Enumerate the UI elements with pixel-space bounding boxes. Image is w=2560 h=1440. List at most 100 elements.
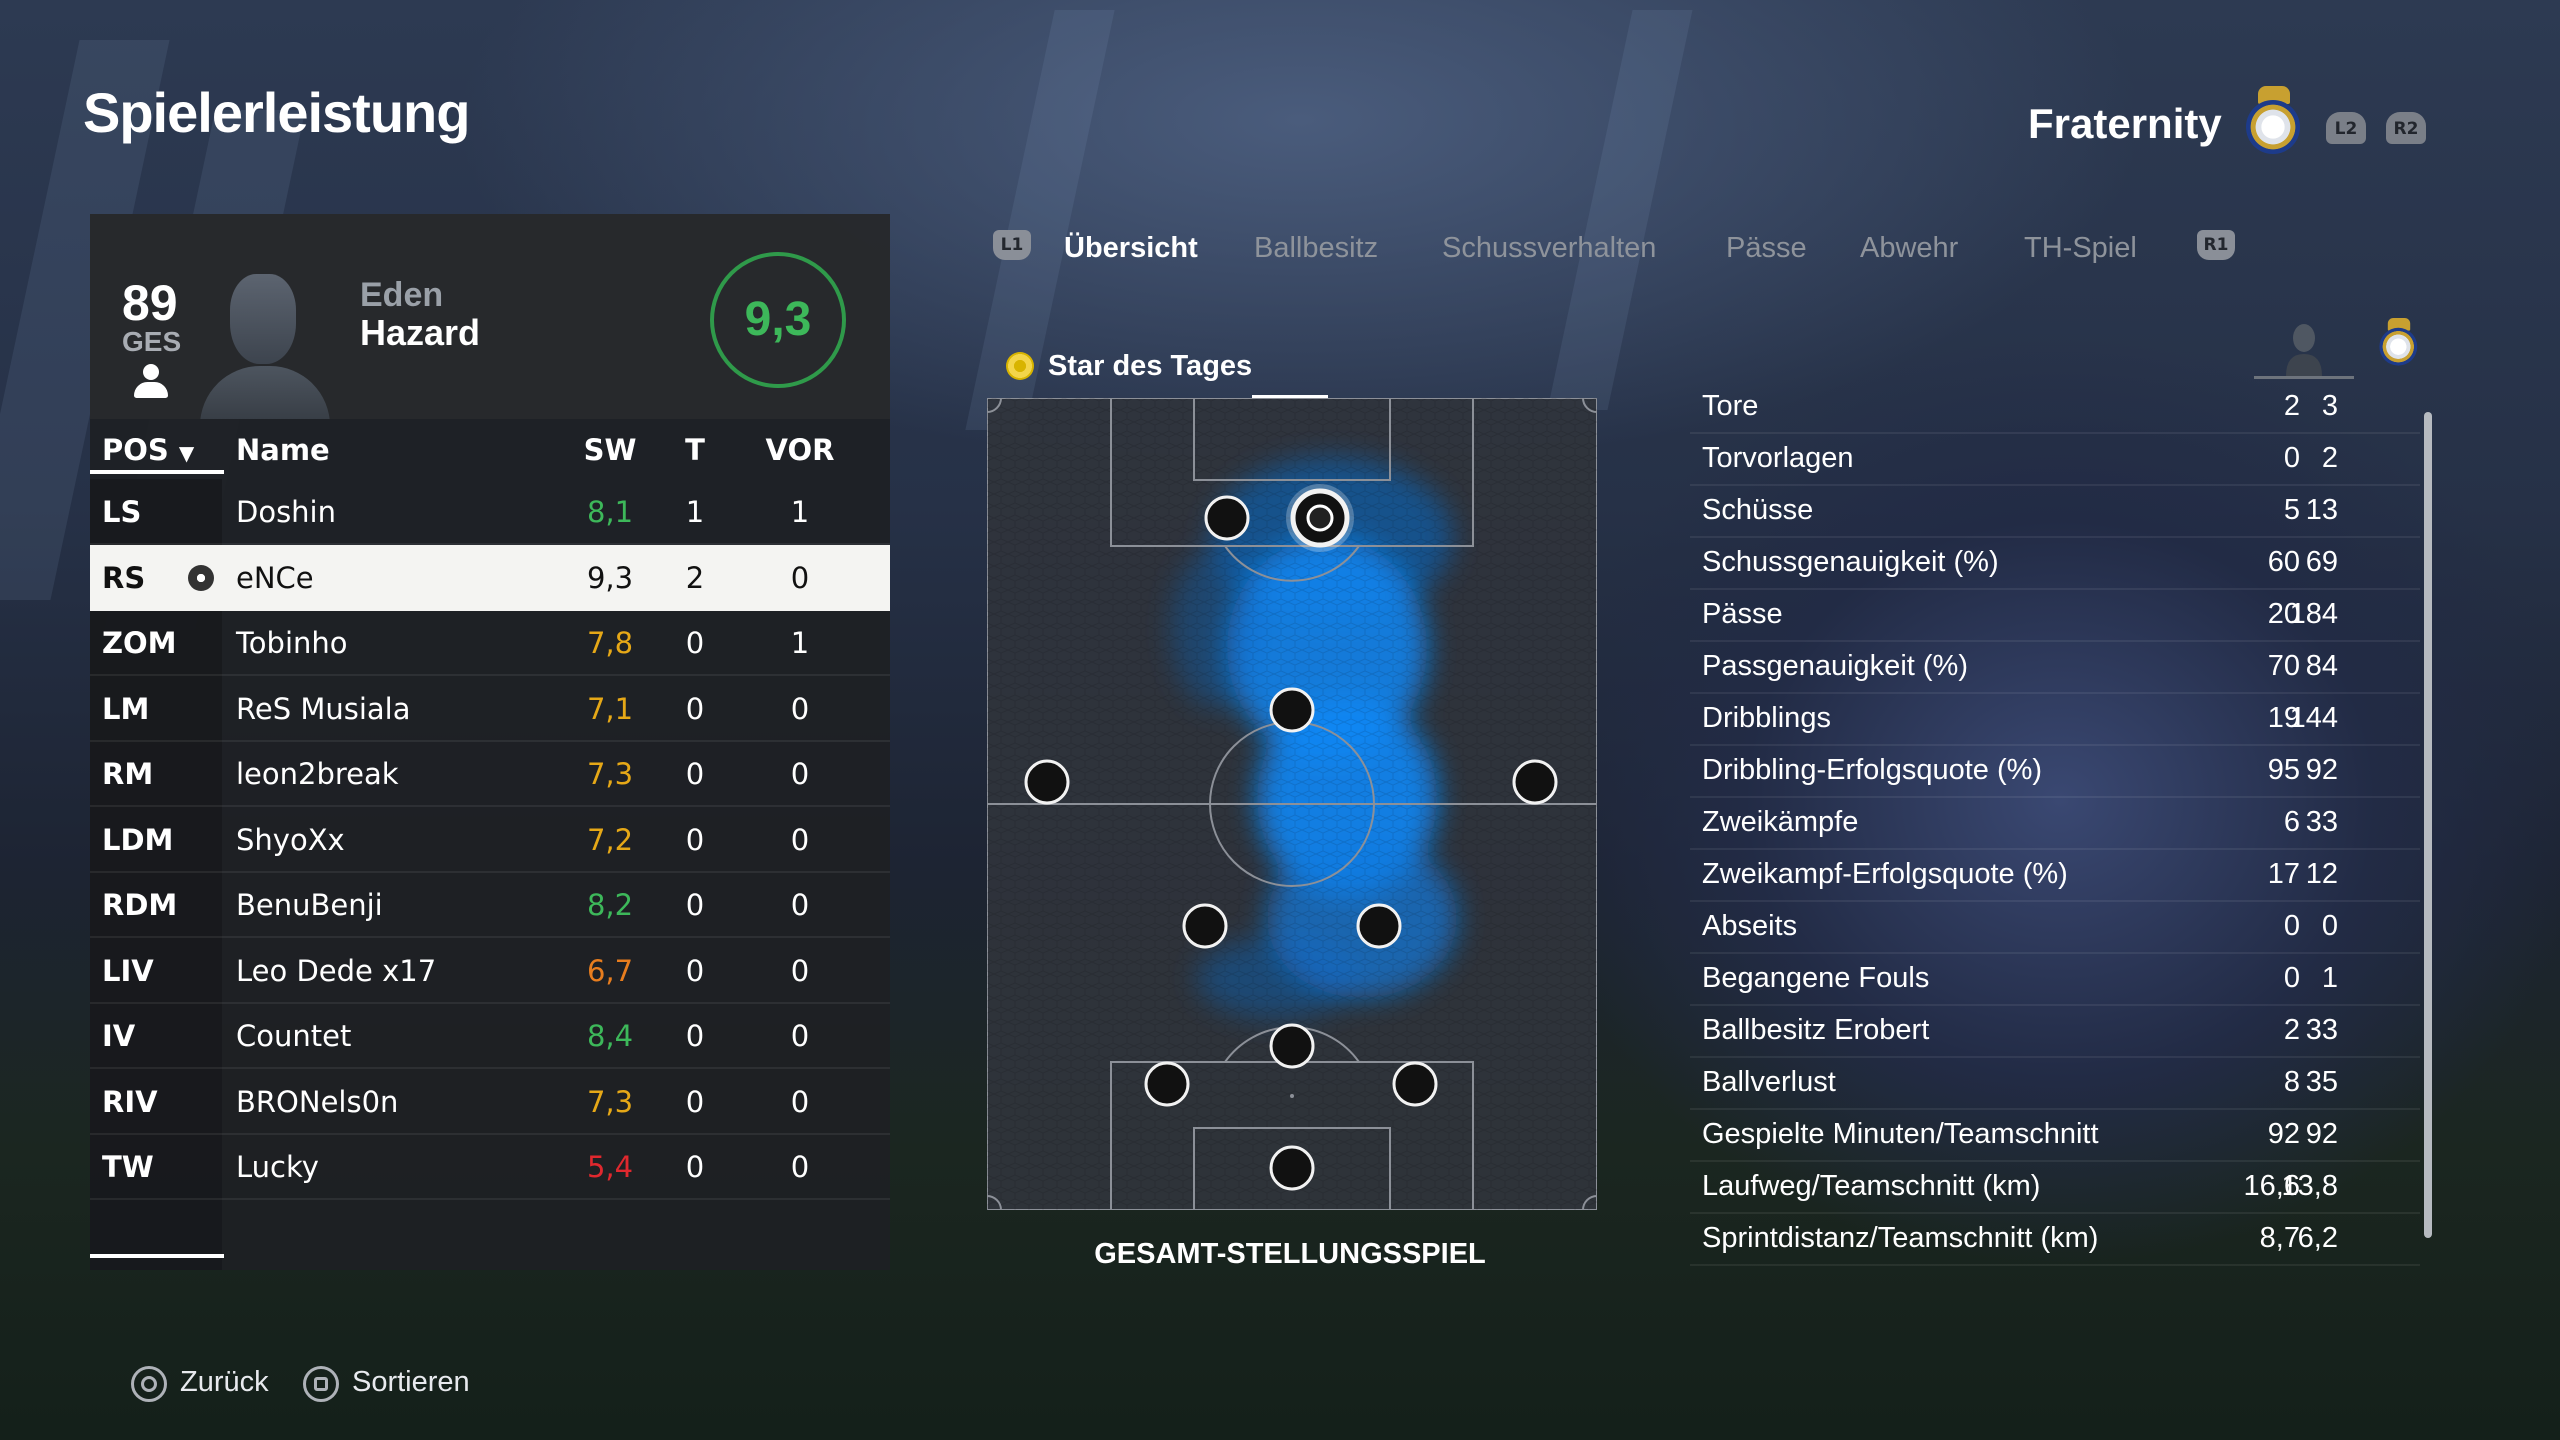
row-position: LM — [102, 691, 150, 726]
stats-scrollbar[interactable] — [2424, 412, 2432, 1238]
stat-label: Begangene Fouls — [1702, 962, 1930, 994]
list-end-indicator — [90, 1254, 224, 1258]
row-rating: 7,8 — [586, 626, 634, 660]
sort-down-icon: ▼ — [178, 441, 195, 465]
pitch-heatmap — [987, 398, 1597, 1210]
player-first-name: Eden — [360, 276, 444, 314]
squad-panel: 89 GES Eden Hazard 9,3 POS ▼ Name SW T V… — [90, 214, 890, 1270]
table-row[interactable]: IV Countet 8,4 0 0 — [90, 1003, 890, 1069]
table-row[interactable]: RIV BRONels0n 7,3 0 0 — [90, 1069, 890, 1135]
circle-button-icon[interactable] — [131, 1366, 167, 1402]
stat-row: Gespielte Minuten/Teamschnitt 92 92 — [1690, 1108, 2420, 1162]
stat-team-value: 3 — [2321, 390, 2338, 422]
tab-paesse[interactable]: Pässe — [1726, 232, 1807, 264]
star-of-the-day-icon — [1006, 352, 1034, 380]
row-player-name: ReS Musiala — [236, 691, 411, 726]
player-marker — [1392, 1061, 1438, 1107]
row-goals: 0 — [685, 1084, 705, 1119]
stat-team-value: 35 — [2305, 1066, 2338, 1098]
stat-label: Torvorlagen — [1702, 442, 1854, 474]
stat-row: Dribblings 19 144 — [1690, 692, 2420, 746]
row-position: RIV — [102, 1084, 158, 1119]
tab-uebersicht[interactable]: Übersicht — [1064, 232, 1198, 264]
stat-row: Passgenauigkeit (%) 70 84 — [1690, 640, 2420, 694]
stat-label: Gespielte Minuten/Teamschnitt — [1702, 1118, 2099, 1150]
stat-team-value: 84 — [2305, 650, 2338, 682]
column-name-header[interactable]: Name — [236, 433, 330, 467]
stat-player-value: 2 — [2283, 1014, 2300, 1046]
table-row[interactable]: LS Doshin 8,1 1 1 — [90, 479, 890, 545]
table-row[interactable]: RDM BenuBenji 8,2 0 0 — [90, 872, 890, 938]
stat-row: Sprintdistanz/Teamschnitt (km) 8,7 6,2 — [1690, 1212, 2420, 1266]
row-rating: 7,1 — [586, 691, 634, 726]
tab-th-spiel[interactable]: TH-Spiel — [2024, 232, 2137, 264]
player-last-name: Hazard — [360, 312, 481, 353]
row-goals: 0 — [685, 691, 705, 726]
square-button-icon[interactable] — [303, 1366, 339, 1402]
row-goals: 1 — [685, 495, 705, 529]
player-markers — [1024, 484, 1558, 1191]
stat-label: Zweikämpfe — [1702, 806, 1859, 838]
stat-label: Tore — [1702, 390, 1759, 422]
row-assists: 0 — [790, 691, 810, 726]
trigger-l2-button[interactable]: L2 — [2326, 112, 2366, 144]
ball-icon — [188, 564, 214, 591]
player-overall-label: GES — [122, 326, 182, 357]
stat-player-value: 6 — [2283, 806, 2300, 838]
sort-indicator — [90, 470, 224, 474]
table-row[interactable]: LIV Leo Dede x17 6,7 0 0 — [90, 938, 890, 1004]
tab-schussverhalten[interactable]: Schussverhalten — [1442, 232, 1657, 264]
star-of-the-day-text: Star des Tages — [1048, 350, 1253, 382]
stat-row: Zweikampf-Erfolgsquote (%) 17 12 — [1690, 848, 2420, 902]
sort-button[interactable]: Sortieren — [352, 1366, 470, 1398]
row-goals: 0 — [685, 757, 705, 791]
stat-team-value: 6,2 — [2297, 1222, 2338, 1254]
tab-abwehr[interactable]: Abwehr — [1860, 232, 1959, 264]
row-rating: 7,3 — [586, 757, 634, 791]
stat-team-value: 12 — [2305, 858, 2338, 890]
player-marker — [1182, 903, 1228, 949]
tab-r1-button[interactable]: R1 — [2197, 230, 2235, 260]
column-t-header[interactable]: T — [685, 433, 705, 467]
row-player-name: Lucky — [236, 1150, 319, 1184]
player-marker — [1024, 759, 1070, 805]
stat-team-value: 92 — [2305, 1118, 2338, 1150]
tab-l1-button[interactable]: L1 — [993, 230, 1031, 260]
trigger-r2-button[interactable]: R2 — [2386, 112, 2426, 144]
table-row[interactable]: LDM ShyoXx 7,2 0 0 — [90, 807, 890, 873]
row-assists: 0 — [790, 822, 810, 857]
stat-player-value: 95 — [2267, 754, 2300, 786]
column-sw-header[interactable]: SW — [583, 433, 637, 467]
tab-ballbesitz[interactable]: Ballbesitz — [1254, 232, 1379, 264]
stat-row: Abseits 0 0 — [1690, 900, 2420, 954]
table-row[interactable]: TW Lucky 5,4 0 0 — [90, 1134, 890, 1200]
back-button[interactable]: Zurück — [180, 1366, 269, 1398]
table-header: POS ▼ Name SW T VOR — [90, 419, 890, 479]
stat-player-value: 2 — [2283, 390, 2300, 422]
table-row[interactable]: RS eNCe 9,3 2 0 — [90, 544, 890, 611]
row-position: RM — [102, 757, 154, 791]
table-row[interactable]: ZOM Tobinho 7,8 0 1 — [90, 610, 890, 676]
table-row[interactable]: LM ReS Musiala 7,1 0 0 — [90, 676, 890, 742]
row-position: LDM — [102, 822, 174, 857]
stat-row: Laufweg/Teamschnitt (km) 16,6 13,8 — [1690, 1160, 2420, 1214]
stat-row: Ballverlust 8 35 — [1690, 1056, 2420, 1110]
stat-row: Schüsse 5 13 — [1690, 484, 2420, 538]
row-player-name: Doshin — [236, 495, 336, 529]
stat-team-value: 92 — [2305, 754, 2338, 786]
stat-team-value: 184 — [2289, 598, 2338, 630]
stats-header-divider — [2254, 376, 2354, 379]
row-player-name: ShyoXx — [236, 822, 345, 857]
table-row[interactable]: RM leon2break 7,3 0 0 — [90, 741, 890, 807]
row-player-name: Leo Dede x17 — [236, 953, 437, 988]
stat-label: Abseits — [1702, 910, 1798, 942]
row-position: RS — [102, 560, 146, 595]
row-assists: 0 — [790, 888, 810, 922]
player-marker — [1356, 903, 1402, 949]
row-assists: 0 — [790, 1084, 810, 1119]
column-vor-header[interactable]: VOR — [765, 433, 835, 467]
column-pos-header[interactable]: POS ▼ — [102, 433, 194, 467]
star-of-the-day-label: Star des Tages — [1048, 350, 1252, 383]
player-silhouette-icon — [200, 274, 330, 419]
row-assists: 0 — [790, 1019, 810, 1053]
